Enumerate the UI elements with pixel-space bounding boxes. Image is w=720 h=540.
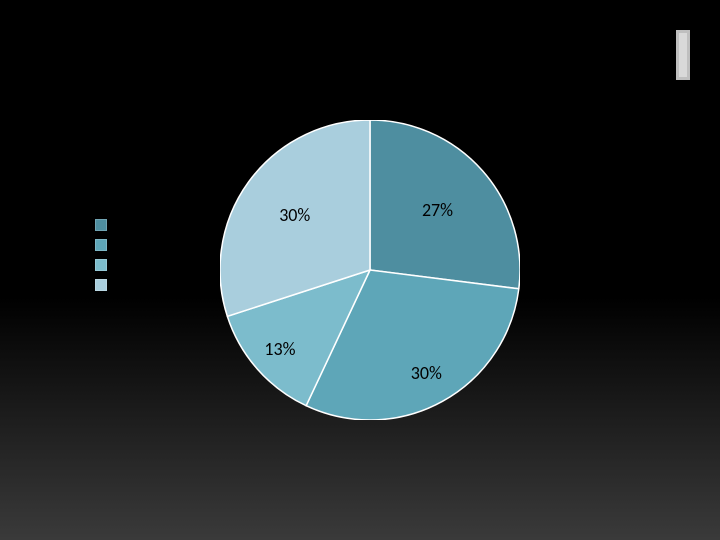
corner-decoration <box>676 30 690 80</box>
data-label: 13% <box>264 338 295 360</box>
legend-item <box>95 275 113 295</box>
legend-swatch <box>95 239 107 251</box>
legend-swatch <box>95 279 107 291</box>
data-label: 27% <box>422 199 453 221</box>
legend-item <box>95 235 113 255</box>
legend <box>95 215 113 295</box>
legend-item <box>95 215 113 235</box>
legend-swatch <box>95 259 107 271</box>
legend-item <box>95 255 113 275</box>
slide-background: { "chart": { "type": "pie", "background_… <box>0 0 720 540</box>
legend-swatch <box>95 219 107 231</box>
pie-chart <box>220 120 520 420</box>
data-label: 30% <box>279 204 310 226</box>
data-label: 30% <box>411 362 442 384</box>
